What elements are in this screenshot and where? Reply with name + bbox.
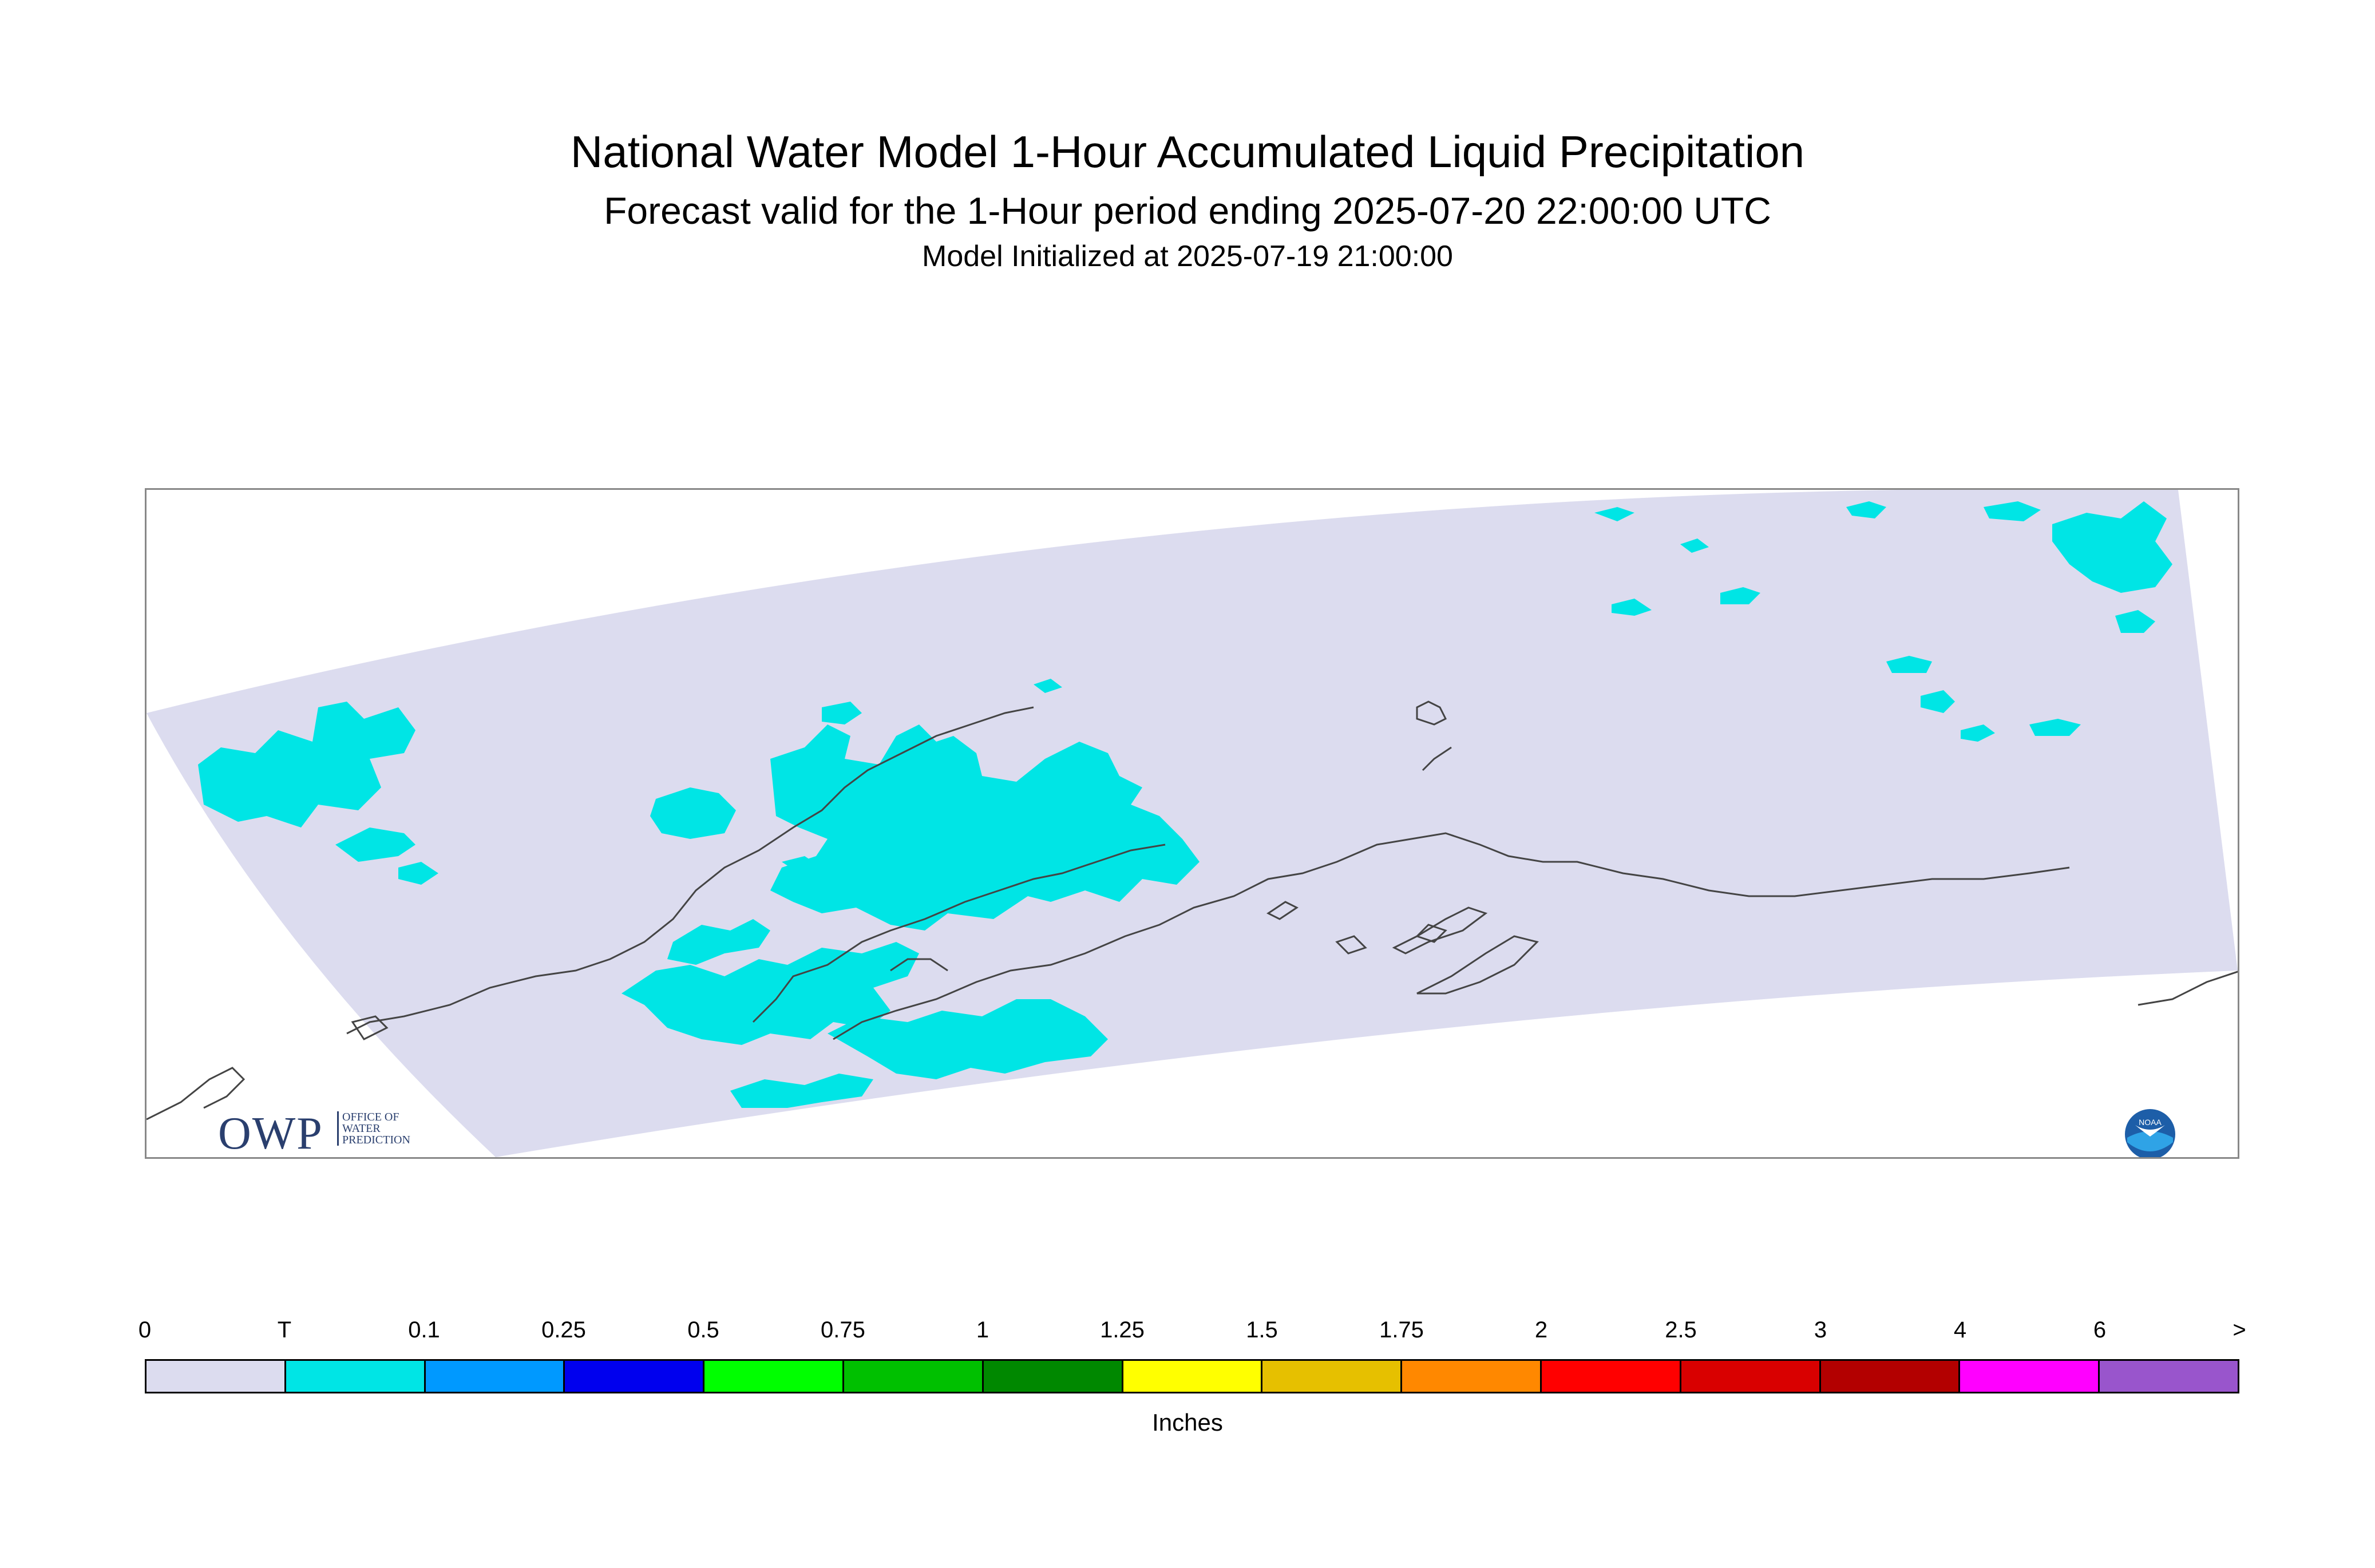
trace-patch (1846, 501, 1886, 518)
trace-patch (1680, 538, 1709, 553)
legend-tick-label: 0.75 (821, 1317, 865, 1343)
coastline (1415, 924, 1447, 943)
map-subtitle: Forecast valid for the 1-Hour period end… (604, 189, 1771, 232)
trace-patch (1034, 679, 1062, 693)
trace-patch (1921, 690, 1955, 713)
trace-patch (335, 827, 415, 862)
legend-swatch (704, 1361, 844, 1392)
legend-tick-labels: 0 T 0.1 0.25 0.5 0.75 1 1.25 1.5 1.75 2 2.5 3 4 6 > (138, 1317, 2246, 1346)
trace-patch (622, 942, 919, 1045)
legend-swatch (1960, 1361, 2100, 1392)
legend-tick-label: 1.25 (1100, 1317, 1145, 1343)
legend-tick-label: 4 (1953, 1317, 1967, 1343)
color-legend (145, 1359, 2239, 1393)
trace-patch (822, 702, 862, 724)
legend-swatch (1541, 1361, 1681, 1392)
coastline (752, 844, 1166, 1023)
legend-tick-label: 1 (976, 1317, 989, 1343)
legend-tick-label: T (277, 1317, 292, 1343)
trace-patch (650, 787, 736, 839)
coastline (1335, 935, 1367, 955)
model-domain (147, 490, 2238, 1157)
trace-patch (1886, 656, 1932, 673)
coastline-lines (147, 700, 2238, 1120)
coastline (1266, 901, 1299, 920)
coastline (1416, 935, 1539, 995)
legend-tick-label: 0.25 (541, 1317, 586, 1343)
coastline (1416, 700, 1447, 726)
precipitation-map: OWP OFFICE OF WATER PREDICTION NOAA (145, 488, 2239, 1159)
trace-patch (770, 724, 1200, 930)
legend-tick-label: > (2232, 1317, 2246, 1343)
trace-patch (290, 742, 341, 787)
trace-patch (730, 1074, 873, 1108)
legend-swatch (286, 1361, 426, 1392)
owp-logo-line: PREDICTION (342, 1134, 410, 1146)
trace-patch (1612, 599, 1652, 616)
legend-unit-label: Inches (1152, 1409, 1223, 1436)
trace-patch (667, 919, 770, 965)
legend-swatch (1402, 1361, 1542, 1392)
legend-swatch (425, 1361, 565, 1392)
trace-patch (782, 856, 822, 873)
trace-patch (1961, 724, 1995, 742)
legend-swatch (2100, 1361, 2238, 1392)
owp-logo-text: OFFICE OF WATER PREDICTION (337, 1111, 410, 1146)
coastline (2138, 971, 2238, 1006)
legend-tick-label: 0.5 (687, 1317, 719, 1343)
trace-patch (398, 862, 438, 885)
coastline (1392, 906, 1488, 955)
coastline (833, 832, 2070, 1040)
legend-tick-label: 3 (1814, 1317, 1827, 1343)
legend-tick-label: 1.5 (1246, 1317, 1278, 1343)
trace-precip-areas (198, 501, 2172, 1108)
owp-logo-mark: OWP (218, 1108, 323, 1159)
coastline (346, 706, 1034, 1035)
legend-tick-label: 0.1 (408, 1317, 440, 1343)
legend-swatch (983, 1361, 1123, 1392)
model-init-time: Model Initialized at 2025-07-19 21:00:00 (922, 240, 1453, 273)
map-title: National Water Model 1-Hour Accumulated … (570, 126, 1805, 177)
legend-swatch (1681, 1361, 1821, 1392)
legend-swatch (565, 1361, 705, 1392)
legend-swatch (1262, 1361, 1403, 1392)
trace-patch (2029, 719, 2081, 736)
legend-swatch (1820, 1361, 1961, 1392)
legend-tick-label: 1.75 (1379, 1317, 1424, 1343)
legend-tick-label: 2.5 (1665, 1317, 1697, 1343)
trace-patch (2115, 610, 2155, 633)
legend-tick-label: 2 (1534, 1317, 1548, 1343)
legend-tick-label: 6 (2093, 1317, 2107, 1343)
owp-logo: OWP OFFICE OF WATER PREDICTION (218, 1108, 436, 1159)
coastline (890, 958, 948, 972)
legend-swatch (147, 1361, 286, 1392)
noaa-logo: NOAA (2125, 1109, 2175, 1157)
legend-swatch (844, 1361, 984, 1392)
trace-patch (1594, 507, 1634, 521)
map-canvas (147, 490, 2238, 1157)
trace-patch (828, 999, 1108, 1079)
trace-patch (1720, 587, 1760, 604)
legend-tick-label: 0 (138, 1317, 152, 1343)
trace-patch (2052, 501, 2172, 593)
coastline (351, 1015, 389, 1040)
noaa-logo-text: NOAA (2139, 1118, 2162, 1127)
coastline (147, 1067, 246, 1120)
owp-logo-line: WATER (342, 1122, 381, 1135)
coastline (1422, 746, 1452, 771)
owp-logo-line: OFFICE OF (342, 1111, 399, 1123)
trace-patch (1984, 501, 2041, 521)
legend-swatch (1123, 1361, 1263, 1392)
